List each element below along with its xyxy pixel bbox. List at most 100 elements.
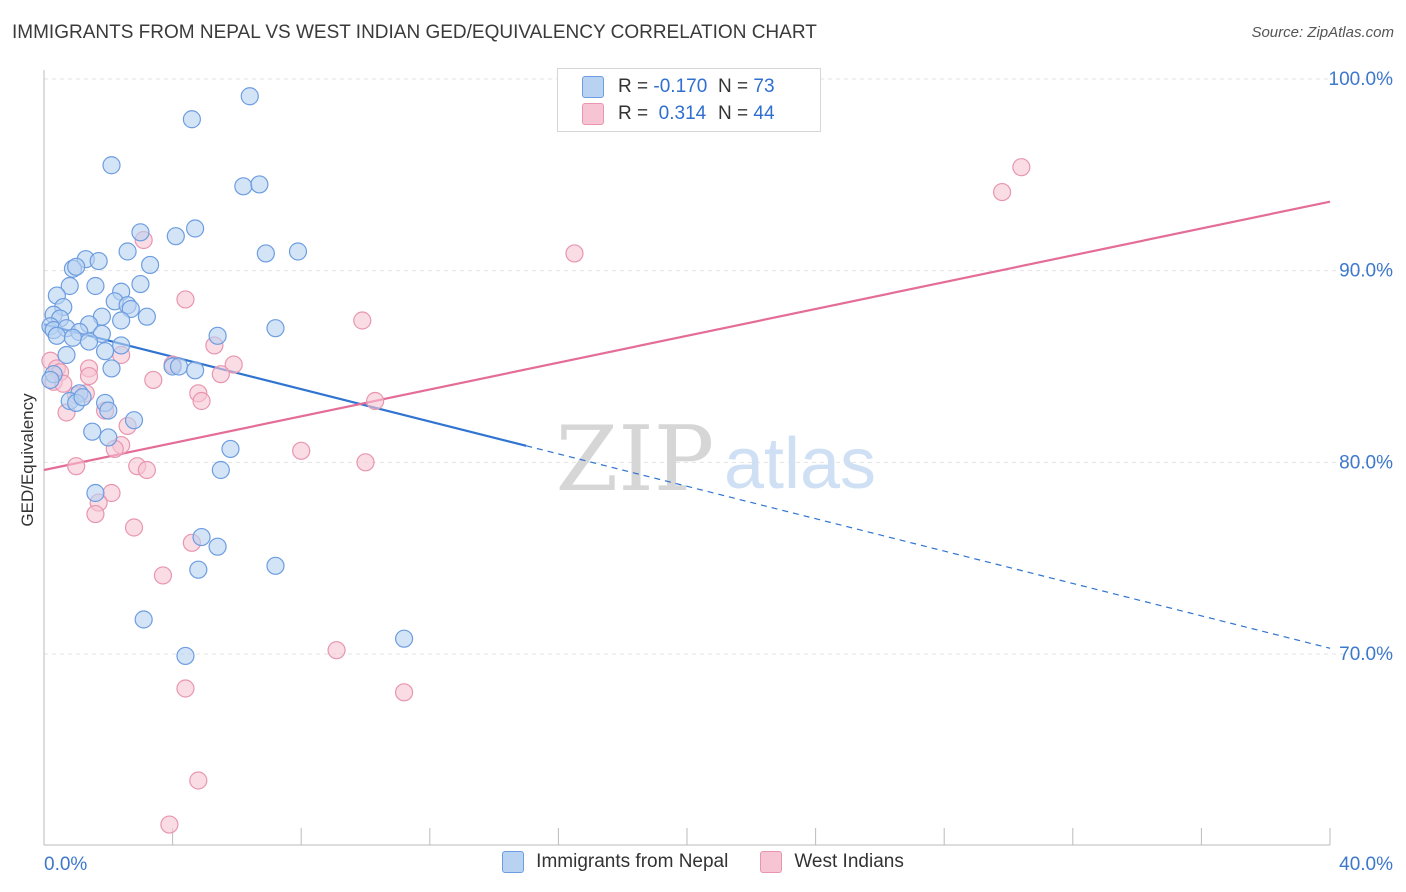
legend-swatch-westindian	[760, 851, 783, 873]
legend-item-nepal[interactable]: Immigrants from Nepal	[502, 851, 728, 873]
point-westindian-40	[327, 641, 346, 660]
legend-swatch-nepal	[502, 851, 525, 873]
point-nepal-27	[137, 307, 156, 326]
watermark-zip: ZIP	[556, 407, 715, 512]
point-westindian-3	[565, 244, 584, 263]
point-nepal-30	[112, 311, 131, 330]
points-layer	[41, 87, 1031, 834]
point-nepal-54	[73, 388, 92, 407]
point-nepal-17	[86, 276, 105, 296]
point-nepal-60	[211, 460, 230, 480]
point-nepal-63	[208, 537, 227, 556]
point-nepal-45	[169, 357, 189, 376]
point-nepal-7	[186, 219, 205, 238]
point-nepal-40	[112, 336, 131, 355]
point-westindian-32	[137, 460, 156, 480]
point-westindian-37	[124, 518, 144, 537]
point-westindian-41	[176, 679, 195, 698]
y-tick-label-80: 80.0%	[1339, 452, 1393, 473]
point-nepal-58	[99, 428, 118, 447]
point-nepal-5	[131, 223, 150, 242]
point-nepal-1	[182, 110, 201, 129]
series-legend: Immigrants from Nepal West Indians	[0, 851, 1406, 873]
legend-r-westindian: R = 0.314	[618, 103, 707, 124]
point-nepal-68	[394, 629, 414, 648]
tick-labels: 70.0% 80.0% 90.0% 100.0% 0.0% 40.0%	[44, 69, 1393, 875]
point-nepal-10	[288, 242, 308, 261]
point-westindian-33	[356, 453, 375, 472]
point-westindian-5	[353, 311, 372, 330]
point-westindian-0	[1012, 158, 1031, 177]
axis-layer	[43, 70, 1331, 846]
point-nepal-38	[63, 328, 83, 347]
point-westindian-39	[153, 566, 173, 585]
point-westindian-14	[211, 365, 230, 384]
point-nepal-65	[266, 556, 285, 575]
point-nepal-8	[118, 242, 137, 261]
point-westindian-22	[192, 391, 211, 411]
point-nepal-64	[189, 560, 208, 579]
point-nepal-42	[57, 345, 76, 365]
legend-n-westindian: N = 44	[718, 103, 775, 124]
legend-label-westindian: West Indians	[794, 851, 904, 872]
point-westindian-13	[224, 355, 243, 374]
point-nepal-62	[192, 527, 211, 547]
point-westindian-43	[189, 771, 208, 790]
watermark: ZIP atlas	[556, 407, 876, 512]
point-nepal-37	[47, 326, 66, 345]
trendline-nepal-dashed	[526, 445, 1331, 649]
point-westindian-36	[86, 504, 105, 524]
point-nepal-12	[89, 251, 108, 271]
legend-n-nepal: N = 73	[718, 76, 775, 97]
legend-row-nepal: R = -0.170 N = 73	[582, 75, 775, 99]
y-tick-label-70: 70.0%	[1339, 644, 1393, 665]
point-nepal-13	[140, 255, 160, 275]
point-nepal-9	[256, 244, 275, 263]
point-nepal-66	[134, 610, 153, 629]
legend-swatch-blue	[582, 76, 604, 98]
point-nepal-61	[86, 483, 105, 503]
x-tick-label-40: 40.0%	[1339, 854, 1393, 875]
point-nepal-16	[60, 276, 79, 296]
legend-row-westindian: R = 0.314 N = 44	[582, 102, 775, 126]
point-nepal-46	[102, 359, 121, 378]
y-tick-label-90: 90.0%	[1339, 261, 1393, 282]
legend-label-nepal: Immigrants from Nepal	[536, 851, 729, 872]
legend-r-nepal: R = -0.170	[618, 76, 708, 97]
point-nepal-6	[166, 227, 185, 246]
point-westindian-29	[292, 441, 311, 460]
legend-item-westindian[interactable]: West Indians	[760, 851, 904, 873]
point-nepal-47	[186, 361, 205, 380]
point-nepal-56	[124, 411, 144, 430]
grid-layer	[44, 78, 1395, 655]
point-westindian-23	[366, 391, 385, 411]
y-tick-label-100: 100.0%	[1329, 69, 1394, 90]
point-nepal-57	[83, 422, 102, 441]
chart-title: IMMIGRANTS FROM NEPAL VS WEST INDIAN GED…	[12, 22, 817, 43]
point-nepal-19	[131, 274, 150, 294]
point-nepal-43	[95, 342, 115, 361]
point-westindian-15	[144, 370, 163, 390]
point-westindian-44	[160, 815, 179, 834]
point-nepal-36	[266, 319, 285, 338]
point-westindian-30	[67, 457, 86, 476]
point-nepal-55	[99, 401, 118, 420]
point-nepal-3	[234, 177, 253, 196]
correlation-legend: R = -0.170 N = 73 R = 0.314 N = 44	[557, 68, 821, 132]
point-nepal-59	[221, 439, 240, 459]
point-nepal-39	[79, 332, 99, 351]
legend-swatch-pink	[582, 103, 604, 125]
x-tick-label-0: 0.0%	[44, 854, 87, 875]
point-nepal-49	[41, 370, 60, 390]
point-nepal-0	[240, 87, 259, 106]
point-westindian-16	[79, 366, 99, 386]
point-nepal-41	[208, 326, 227, 345]
point-westindian-42	[394, 683, 414, 702]
point-nepal-67	[176, 646, 195, 666]
point-westindian-1	[992, 182, 1012, 202]
source-label: Source: ZipAtlas.com	[1251, 24, 1394, 41]
trendline-westindian	[43, 200, 1331, 472]
watermark-atlas: atlas	[724, 424, 876, 504]
point-westindian-4	[176, 290, 195, 309]
